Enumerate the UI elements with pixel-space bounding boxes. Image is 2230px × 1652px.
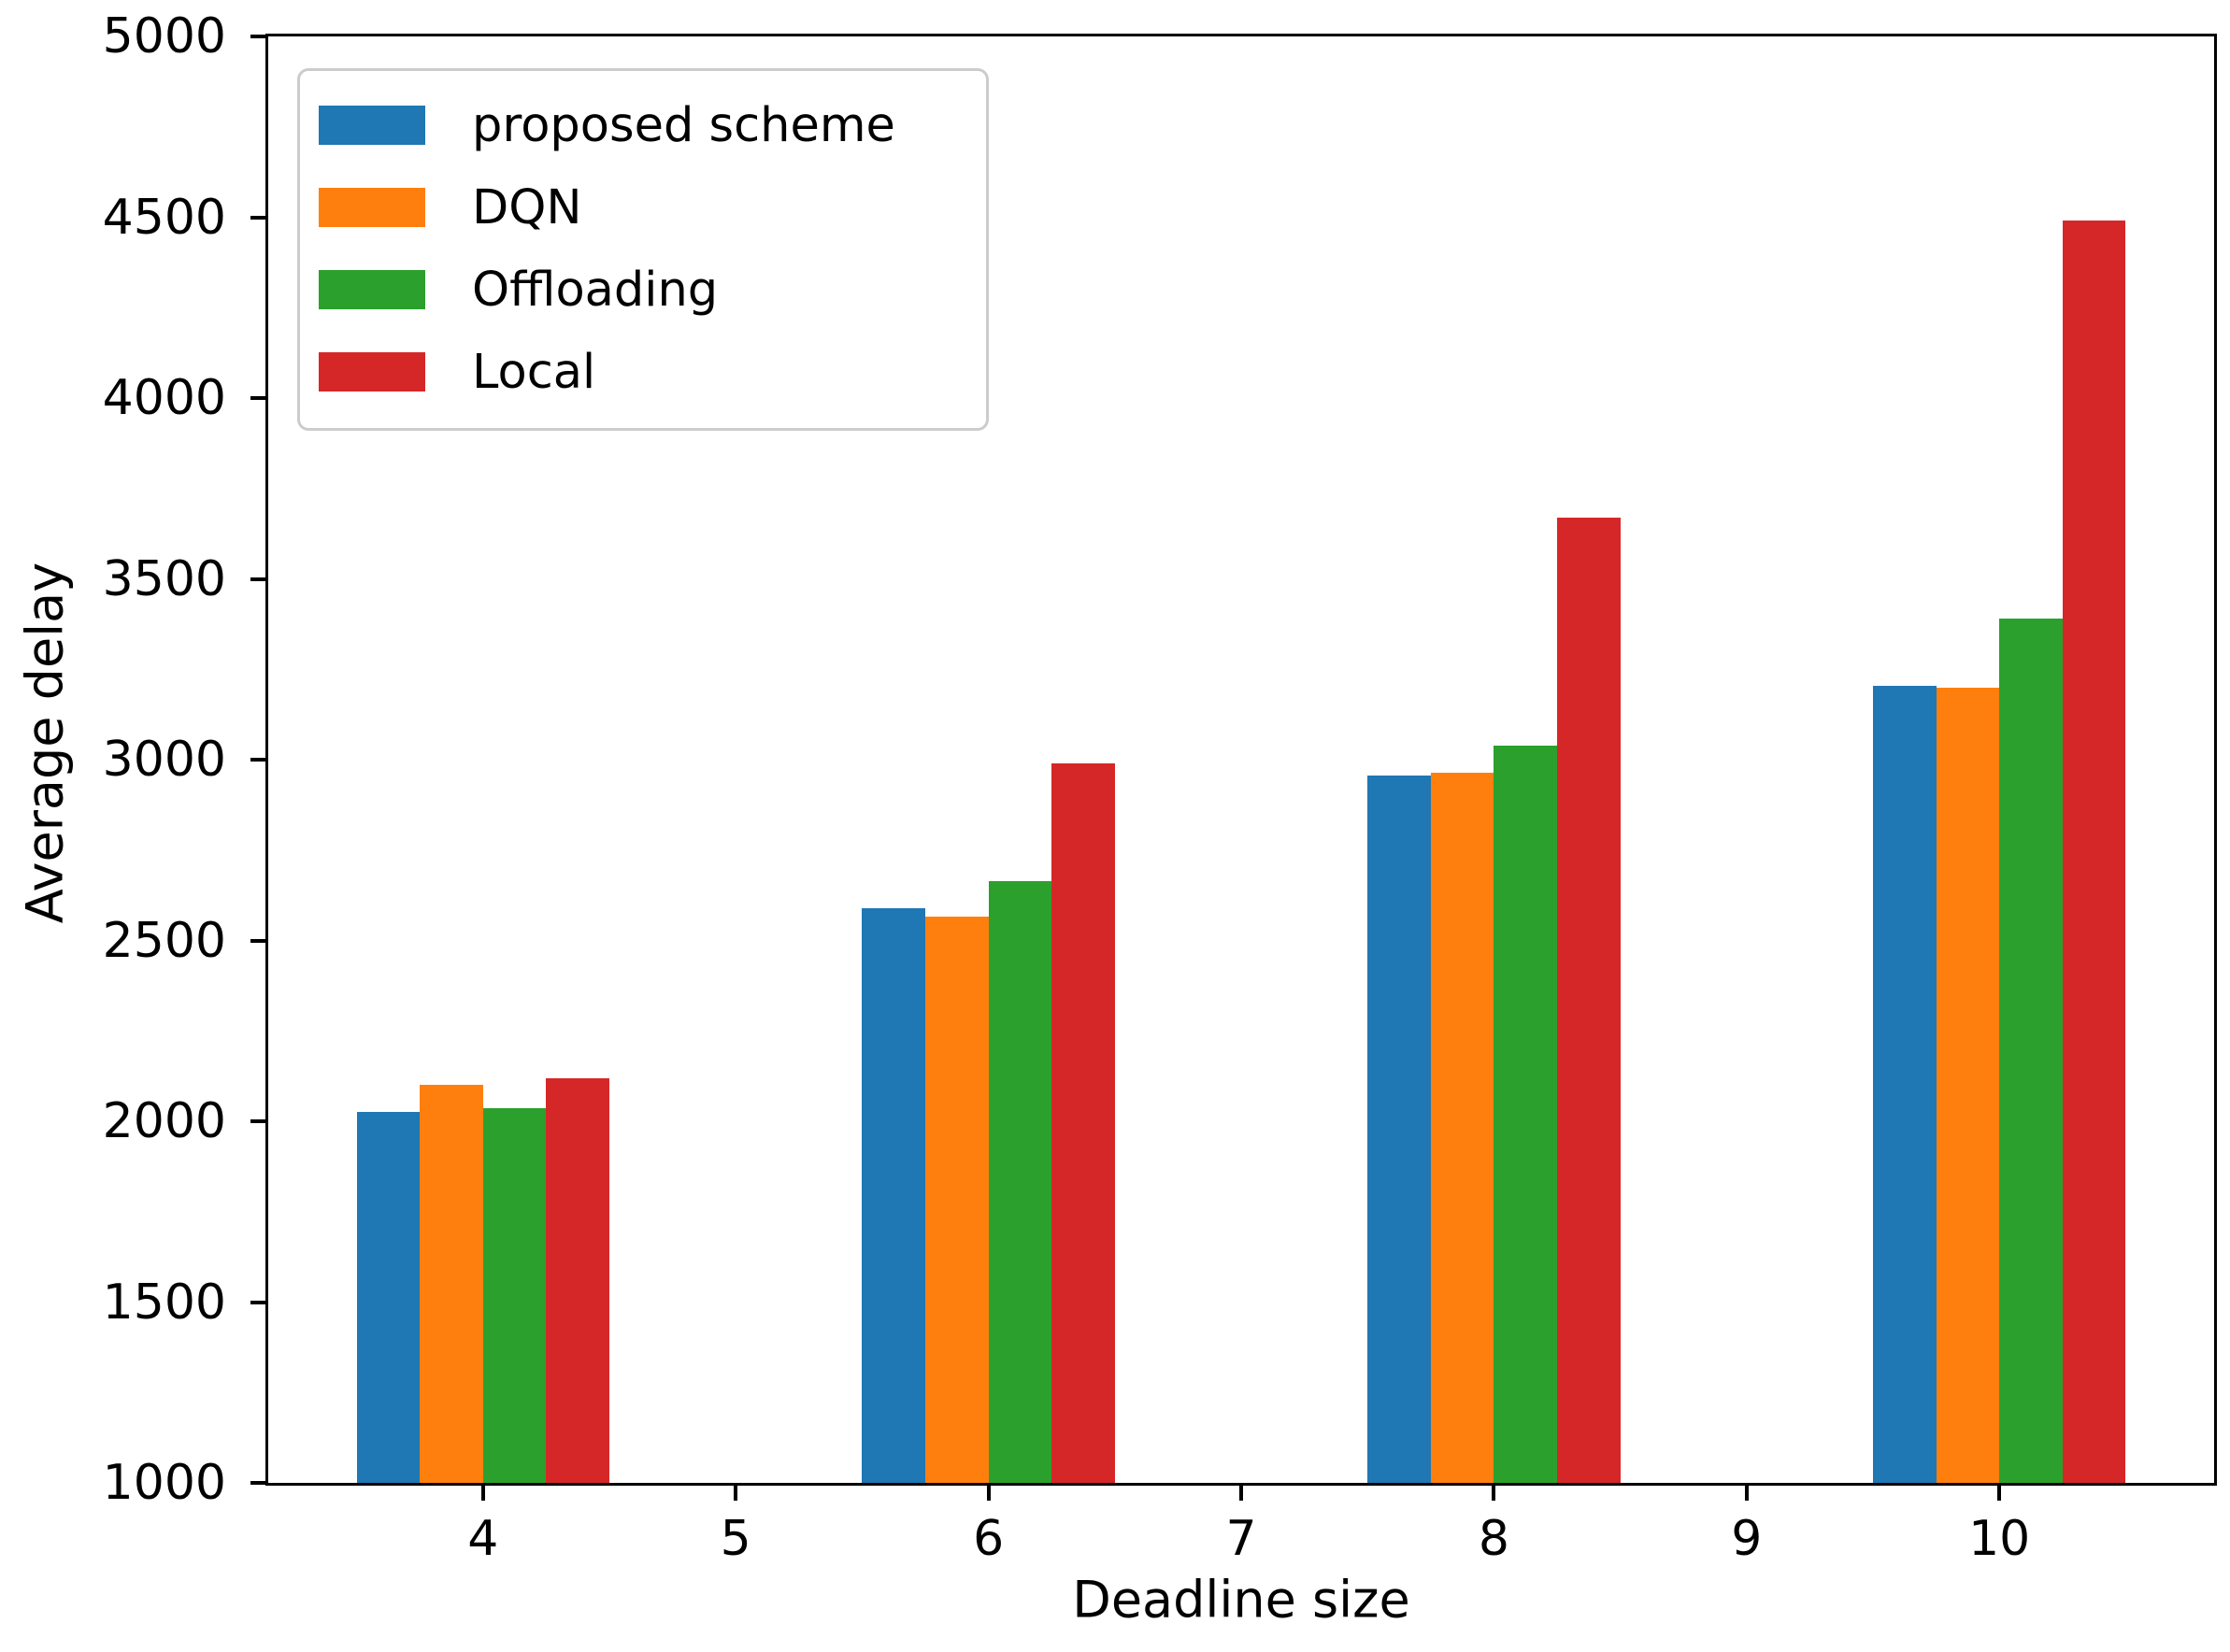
y-tick-label: 3500 xyxy=(102,550,226,607)
y-tick-mark xyxy=(250,35,265,38)
x-tick-mark xyxy=(1492,1486,1496,1501)
y-tick-label: 4500 xyxy=(102,189,226,246)
y-tick-mark xyxy=(250,1481,265,1485)
legend-item-proposed-scheme: proposed scheme xyxy=(300,84,986,166)
y-tick-mark xyxy=(250,938,265,943)
x-tick-label: 4 xyxy=(467,1511,499,1567)
bar-local-x10 xyxy=(2062,221,2126,1483)
bar-dqn-x10 xyxy=(1936,687,2000,1483)
legend-swatch-local xyxy=(319,352,425,392)
bar-proposed-scheme-x8 xyxy=(1367,776,1431,1483)
bar-offloading-x6 xyxy=(988,880,1052,1483)
y-tick-mark xyxy=(250,1300,265,1304)
bar-proposed-scheme-x6 xyxy=(862,907,925,1483)
legend-item-offloading: Offloading xyxy=(300,249,986,331)
x-tick-label: 8 xyxy=(1478,1511,1509,1567)
y-tick-mark xyxy=(250,215,265,220)
y-tick-label: 3000 xyxy=(102,732,226,788)
legend-swatch-offloading xyxy=(319,270,425,309)
x-tick-mark xyxy=(480,1486,485,1501)
y-tick-mark xyxy=(250,1119,265,1123)
x-tick-mark xyxy=(986,1486,991,1501)
x-axis-label: Deadline size xyxy=(1072,1570,1410,1630)
y-axis-label: Average delay xyxy=(15,562,75,924)
y-tick-label: 4000 xyxy=(102,370,226,426)
bars-layer xyxy=(268,36,2214,1483)
bar-offloading-x4 xyxy=(482,1108,547,1483)
bar-proposed-scheme-x4 xyxy=(356,1112,421,1483)
legend-item-local: Local xyxy=(300,331,986,413)
legend: proposed scheme DQN Offloading Local xyxy=(297,68,989,431)
y-tick-mark xyxy=(250,758,265,762)
x-tick-label: 10 xyxy=(1968,1511,2031,1567)
bar-dqn-x6 xyxy=(925,917,989,1483)
legend-label: Offloading xyxy=(472,262,719,318)
y-tick-mark xyxy=(250,396,265,400)
x-tick-mark xyxy=(1997,1486,2002,1501)
legend-label: proposed scheme xyxy=(472,97,895,153)
bar-offloading-x10 xyxy=(1999,619,2063,1483)
bar-local-x8 xyxy=(1556,517,1621,1483)
bar-dqn-x8 xyxy=(1430,772,1494,1483)
legend-item-dqn: DQN xyxy=(300,166,986,249)
x-tick-label: 7 xyxy=(1225,1511,1257,1567)
bar-dqn-x4 xyxy=(420,1085,483,1483)
y-tick-label: 2500 xyxy=(102,912,226,969)
bar-local-x6 xyxy=(1051,762,1115,1483)
bar-local-x4 xyxy=(546,1077,610,1483)
x-tick-label: 5 xyxy=(720,1511,751,1567)
legend-label: DQN xyxy=(472,179,582,235)
bar-offloading-x8 xyxy=(1494,745,1557,1483)
y-tick-label: 1500 xyxy=(102,1274,226,1331)
plot-area: proposed scheme DQN Offloading Local xyxy=(265,34,2217,1486)
y-tick-label: 5000 xyxy=(102,8,226,64)
x-tick-mark xyxy=(1744,1486,1749,1501)
x-tick-label: 9 xyxy=(1731,1511,1763,1567)
y-tick-mark xyxy=(250,577,265,581)
legend-swatch-proposed-scheme xyxy=(319,106,425,145)
legend-label: Local xyxy=(472,344,596,400)
x-tick-label: 6 xyxy=(973,1511,1005,1567)
y-tick-label: 1000 xyxy=(102,1455,226,1511)
x-tick-mark xyxy=(734,1486,738,1501)
x-tick-mark xyxy=(1239,1486,1243,1501)
y-tick-label: 2000 xyxy=(102,1093,226,1149)
bar-proposed-scheme-x10 xyxy=(1872,685,1937,1483)
legend-swatch-dqn xyxy=(319,188,425,227)
